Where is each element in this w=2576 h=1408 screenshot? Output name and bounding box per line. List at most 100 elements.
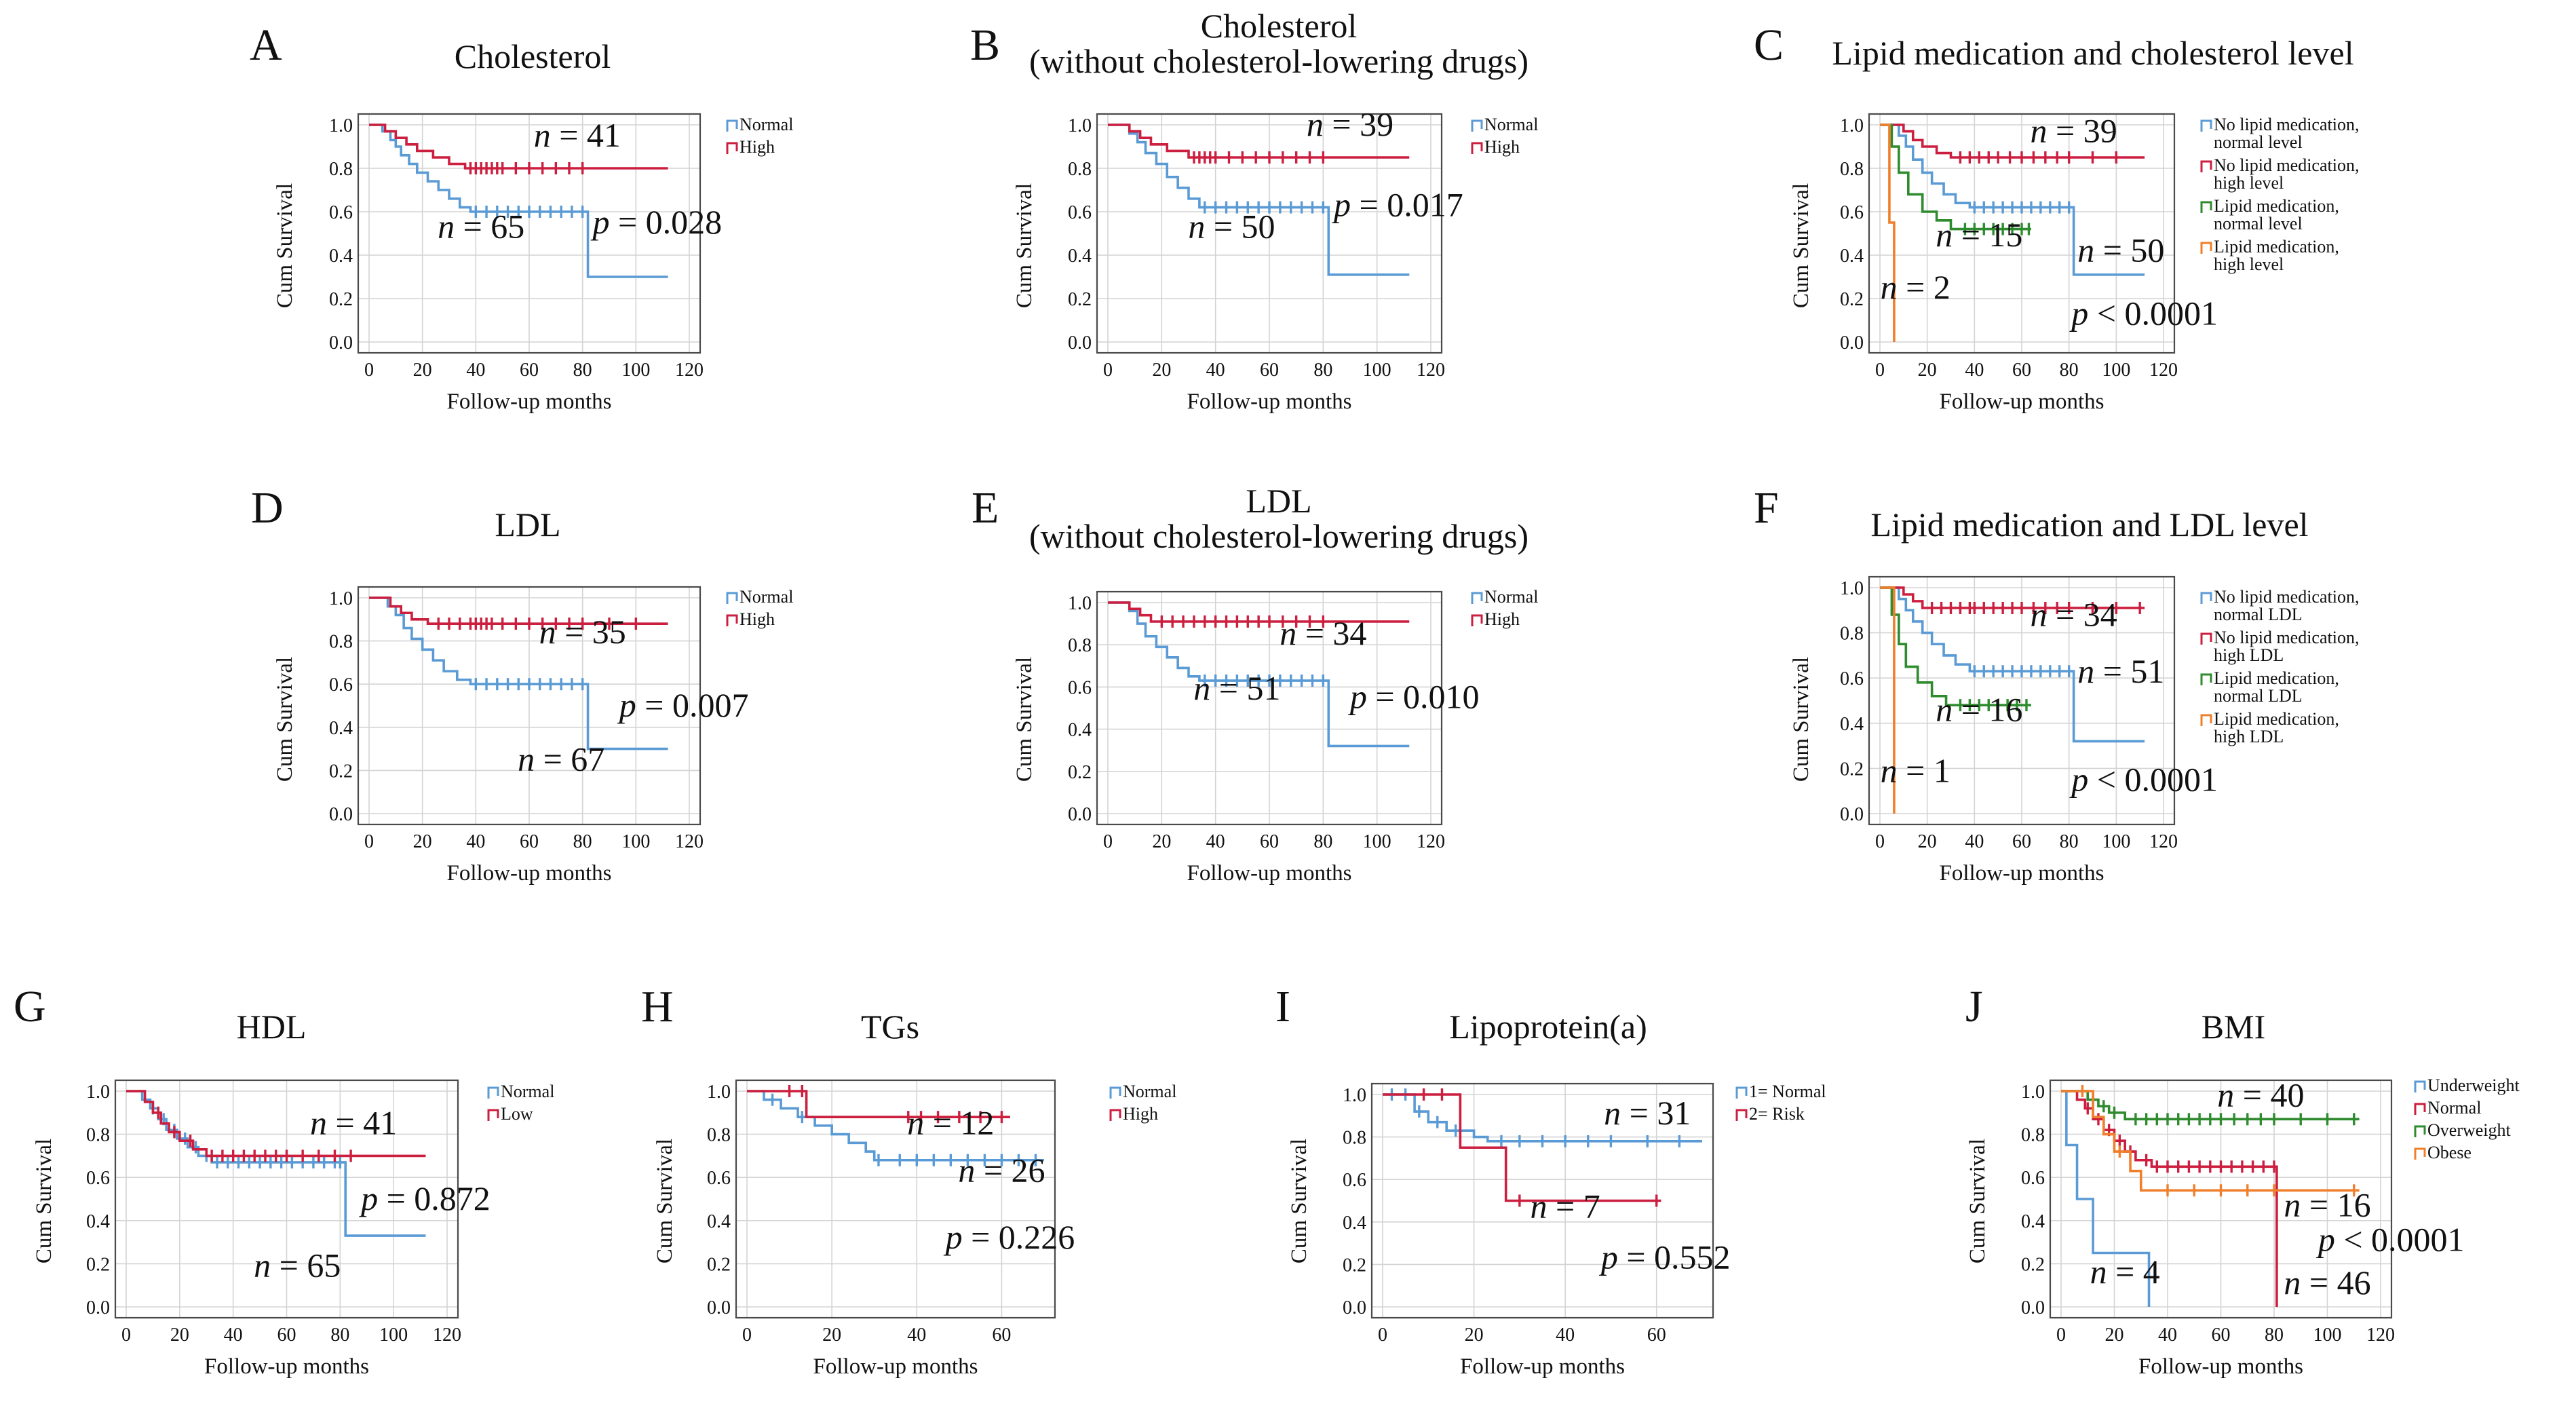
x-tick-label: 100 [1363,831,1391,852]
km-curve-1 [369,123,668,278]
x-axis-title: Follow-up months [1187,389,1352,414]
panel-title: (without cholesterol-lowering drugs) [1029,42,1529,80]
x-tick-label: 120 [433,1325,461,1346]
legend-entry: normal LDL [2214,605,2303,624]
y-tick-label: 0.8 [329,632,353,653]
x-tick-label: 20 [1465,1325,1484,1346]
x-tick-label: 120 [2149,831,2178,852]
km-curve-2 [1383,1093,1661,1202]
y-tick-label: 1.0 [2021,1082,2045,1103]
legend-swatch [2414,1147,2426,1160]
legend-entry: Normal [501,1082,554,1101]
legend-entry: No lipid medication, [2214,587,2359,607]
n-label: n = 34 [1280,614,1366,652]
x-tick-label: 20 [413,831,432,852]
panel-title: TGs [861,1008,919,1046]
y-tick-label: 0.8 [707,1125,731,1146]
y-tick-label: 0.4 [1840,246,1864,267]
x-axis-title: Follow-up months [204,1354,369,1379]
y-tick-label: 0.4 [2021,1211,2045,1232]
km-curve-1 [2061,1090,2151,1307]
km-curve-1 [1880,123,2145,276]
legend-swatch [1471,592,1483,604]
y-tick-label: 0.4 [1068,246,1092,267]
x-tick-label: 120 [1417,360,1445,381]
panel-letter: I [1275,982,1290,1031]
y-tick-label: 0.6 [329,202,353,223]
km-curve-2 [1880,586,2145,609]
legend-swatch [2200,673,2212,685]
legend-swatch [2414,1080,2426,1092]
y-tick-label: 0.2 [1068,762,1092,783]
n-label: n = 16 [2284,1185,2370,1223]
x-tick-label: 100 [2313,1325,2342,1346]
plot-frame [1096,590,1443,826]
y-tick-label: 0.2 [1343,1255,1366,1276]
n-label: n = 41 [534,116,621,154]
x-tick-label: 80 [573,360,592,381]
x-tick-label: 80 [1313,831,1332,852]
y-tick-label: 0.0 [707,1297,731,1318]
x-tick-label: 60 [2012,360,2031,381]
legend-swatch [2200,160,2212,172]
y-tick-label: 0.4 [1343,1213,1366,1234]
y-tick-label: 0.0 [2021,1297,2045,1318]
panel-title: LDL [495,506,560,544]
plot-frame [357,586,701,826]
legend-entry: Lipid medication, [2214,196,2339,216]
y-tick-label: 0.2 [1840,759,1864,780]
y-tick-label: 0.0 [1840,804,1864,825]
km-curve-1 [747,1090,1044,1162]
y-axis-title: Cum Survival [273,183,297,308]
n-label: n = 31 [1604,1094,1691,1132]
legend-swatch [2200,632,2212,645]
plot-frame [2049,1079,2393,1319]
n-label: n = 51 [1193,669,1280,707]
legend-entry: Lipid medication, [2214,237,2339,256]
x-tick-label: 20 [822,1325,841,1346]
n-label: n = 50 [1188,207,1275,245]
y-tick-label: 0.2 [2021,1254,2045,1275]
x-tick-label: 0 [2056,1325,2066,1346]
x-axis-title: Follow-up months [447,861,612,886]
x-tick-label: 60 [520,360,539,381]
y-tick-label: 0.0 [1068,332,1092,354]
y-tick-label: 1.0 [1840,578,1864,599]
legend-swatch [1471,119,1483,132]
y-tick-label: 0.0 [329,332,353,354]
y-tick-label: 0.6 [707,1168,731,1189]
panel-title: Cholesterol [1201,7,1358,45]
legend-entry: Normal [739,587,793,607]
plot-frame [114,1079,459,1319]
km-curve-2 [1108,601,1410,623]
p-value-label: p = 0.010 [1348,678,1480,716]
x-tick-label: 20 [2105,1325,2124,1346]
y-tick-label: 0.8 [1068,159,1092,180]
km-panel-e: E LDL(without cholesterol-lowering drugs)… [972,482,1538,886]
legend-swatch [1109,1086,1121,1099]
n-label: n = 39 [1307,105,1393,143]
y-axis-title: Cum Survival [1287,1139,1311,1263]
n-label: n = 15 [1936,216,2022,254]
legend-swatch [726,142,738,154]
legend-entry: high level [2214,173,2284,193]
n-label: n = 41 [310,1104,397,1142]
km-panel-h: H TGs 0 20 40 60 0.0 0.2 0.4 0.6 0.8 1.0 Follow-up m… [641,982,1176,1379]
x-tick-label: 100 [1363,360,1391,381]
y-tick-label: 0.4 [329,246,353,267]
km-curve-4 [1880,123,1896,342]
x-tick-label: 60 [992,1325,1011,1346]
y-tick-label: 0.8 [86,1125,110,1146]
km-curve-1 [1880,586,2145,743]
x-tick-label: 60 [1647,1325,1666,1346]
plot-frame [1868,113,2176,354]
y-tick-label: 0.6 [86,1168,110,1189]
y-tick-label: 0.2 [329,289,353,310]
legend-entry: Normal [1484,115,1538,134]
y-tick-label: 0.6 [1840,202,1864,223]
y-axis-title: Cum Survival [1965,1139,1990,1263]
km-panel-g: G HDL 0 20 40 60 80 100 120 0.0 0.2 0.4 0.6 0.8 1.0 Fol… [14,982,554,1379]
n-label: n = 39 [2031,112,2117,150]
x-tick-label: 0 [1875,831,1885,852]
